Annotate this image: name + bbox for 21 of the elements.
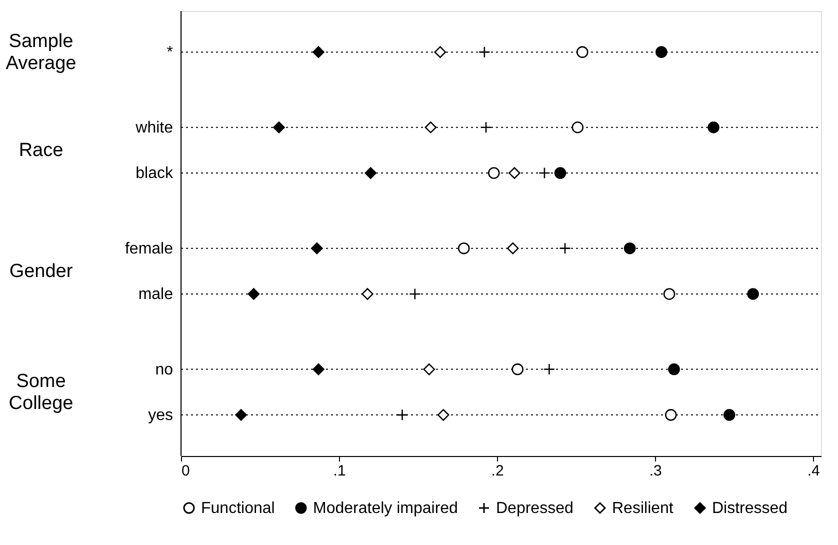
x-tick-label: .2 [491,462,504,480]
x-tick-label: .4 [807,462,820,480]
y-tick-label: white [134,119,174,136]
y-tick-label: * [166,44,173,62]
y-tick-label: black [136,165,174,182]
text: Some College [8,371,74,414]
x-tick-label: 0 [182,462,190,480]
x-tick-label: .1 [333,462,346,480]
text: Race [18,140,64,162]
legend-label: Distressed [712,500,788,517]
y-tick-label: no [155,361,174,378]
y-tick-label: male [138,286,174,303]
legend-label: Depressed [496,500,574,517]
legend-label: Resilient [612,500,674,517]
text: Sample Average [6,31,76,74]
y-tick-label: female [124,240,174,258]
legend-label: Functional [201,500,275,517]
y-tick-label: yes [148,406,173,424]
x-tick-label: .3 [649,462,662,480]
text: Gender [9,261,74,282]
legend-label: Moderately impaired [313,500,458,517]
